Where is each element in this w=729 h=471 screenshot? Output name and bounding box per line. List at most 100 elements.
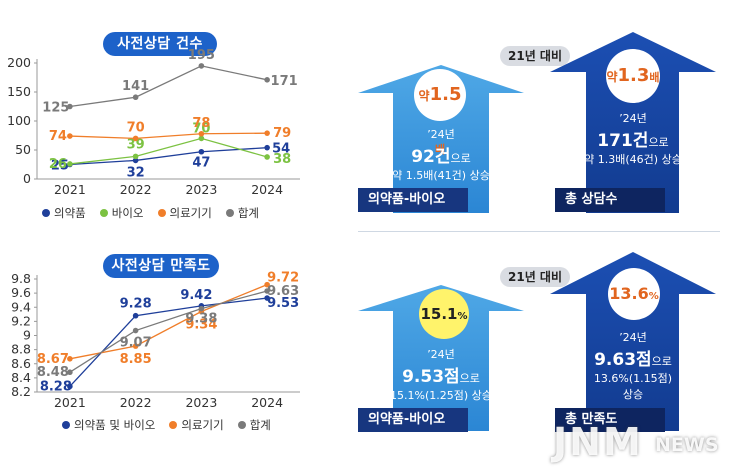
y-tick-label: 50 (15, 142, 31, 157)
data-label: 9.38 (185, 312, 217, 327)
x-tick-label: 2023 (185, 182, 217, 197)
legend-swatch (42, 209, 50, 217)
top-left-label: 의약품-바이오 (358, 188, 468, 212)
data-label: 70 (192, 121, 210, 136)
data-point (132, 135, 139, 142)
series-line (69, 297, 268, 387)
chart1-svg: 0 50 100 150 200 2021 2022 2023 2024 25 32 47 54 26 39… (7, 48, 300, 197)
x-tick-label: 2022 (120, 182, 152, 197)
data-label: 25 (51, 159, 69, 174)
bottom-left-badge: 15.1% (419, 289, 469, 339)
house-top-right (550, 32, 716, 213)
data-point (198, 148, 205, 155)
data-label: 54 (272, 142, 290, 157)
x-tick-label: 2021 (54, 182, 86, 197)
data-point (264, 281, 270, 288)
bottom-comparison-tag: 21년 대비 (500, 267, 570, 287)
y-tick-label: 9.4 (11, 299, 31, 314)
data-point (67, 103, 73, 110)
y-tick-label: 8.8 (11, 342, 31, 357)
legend-item: 의약품 및 바이오 (62, 417, 155, 433)
top-left-text: ’24년 92건으로 약 1.5배(41건) 상승 (392, 128, 490, 182)
data-label: 9.42 (180, 288, 212, 303)
series-line (69, 137, 268, 165)
data-point (264, 295, 270, 301)
data-point (132, 153, 139, 160)
data-point (264, 154, 270, 160)
data-point (198, 305, 205, 312)
y-tick-label: 200 (7, 55, 31, 70)
legend-swatch (99, 209, 108, 217)
y-tick-label: 9.8 (11, 271, 31, 286)
data-label: 195 (188, 48, 215, 63)
chart2-title: 사전상담 만족도 (103, 254, 219, 278)
panel-divider (358, 231, 720, 232)
x-tick-label: 2024 (251, 182, 283, 197)
data-label: 9.07 (120, 336, 152, 351)
data-label: 9.72 (267, 271, 299, 286)
data-point (198, 135, 205, 142)
house-top-left (358, 65, 524, 213)
data-label: 8.67 (37, 352, 69, 367)
legend-item: 합계 (237, 417, 271, 433)
data-label: 26 (49, 157, 67, 172)
data-label: 9.34 (185, 317, 217, 332)
legend-label: 의료기기 (169, 206, 212, 220)
bottom-left-label: 의약품-바이오 (358, 408, 468, 432)
legend-label: 의약품 (54, 206, 86, 220)
data-label: 79 (273, 126, 291, 141)
series-line (69, 147, 268, 166)
series-line (69, 65, 268, 108)
y-tick-label: 8.4 (11, 370, 31, 385)
bottom-right-label: 총 만족도 (555, 408, 665, 432)
chart1-legend: 의약품 바이오 의료기기 합계 (42, 205, 259, 221)
legend-label: 합계 (249, 418, 271, 432)
data-label: 9.53 (267, 296, 299, 311)
series-line (69, 290, 268, 373)
x-tick-label: 2022 (120, 395, 152, 410)
y-tick-label: 8.6 (11, 356, 31, 371)
y-tick-label: 9.2 (11, 313, 31, 328)
data-label: 32 (127, 165, 145, 180)
legend-swatch (157, 209, 166, 217)
data-point (67, 161, 73, 167)
data-label: 141 (122, 79, 149, 94)
legend-item: 의약품 (42, 205, 86, 221)
series-line (69, 284, 268, 360)
data-label: 38 (273, 152, 291, 167)
legend-item: 의료기기 (169, 417, 224, 433)
data-label: 9.28 (120, 297, 152, 312)
data-label: 8.48 (37, 365, 69, 380)
data-label: 70 (127, 120, 145, 135)
data-point (198, 63, 205, 69)
data-label: 39 (127, 137, 145, 152)
data-label: 9.63 (267, 284, 299, 299)
house-bottom-left (358, 285, 524, 431)
data-point (132, 327, 139, 334)
chart2-legend: 의약품 및 바이오 의료기기 합계 (62, 417, 271, 433)
legend-swatch (225, 209, 234, 217)
data-point (67, 383, 73, 390)
data-label: 78 (192, 116, 210, 131)
legend-swatch (169, 421, 178, 429)
data-point (132, 343, 139, 349)
y-tick-label: 150 (7, 84, 31, 99)
data-label: 74 (49, 129, 67, 144)
watermark-news: NEWS (655, 434, 719, 456)
bottom-right-badge: 13.6% (608, 268, 660, 320)
x-tick-label: 2021 (54, 395, 86, 410)
data-label: 171 (271, 74, 298, 89)
legend-label: 합계 (237, 206, 259, 220)
bottom-left-text: ’24년 9.53점으로 15.1%(1.25점) 상승 (390, 348, 492, 402)
data-point (264, 77, 270, 83)
legend-item: 의료기기 (157, 205, 212, 221)
top-right-text: ’24년 171건으로 약 1.3배(46건) 상승 (584, 112, 682, 166)
data-label: 47 (192, 156, 210, 171)
y-tick-label: 0 (23, 171, 31, 186)
top-comparison-tag: 21년 대비 (500, 46, 570, 66)
data-point (67, 369, 73, 376)
y-tick-label: 9.6 (11, 285, 31, 300)
legend-label: 의료기기 (181, 418, 224, 432)
y-tick-label: 9 (23, 328, 31, 343)
data-point (67, 133, 73, 139)
